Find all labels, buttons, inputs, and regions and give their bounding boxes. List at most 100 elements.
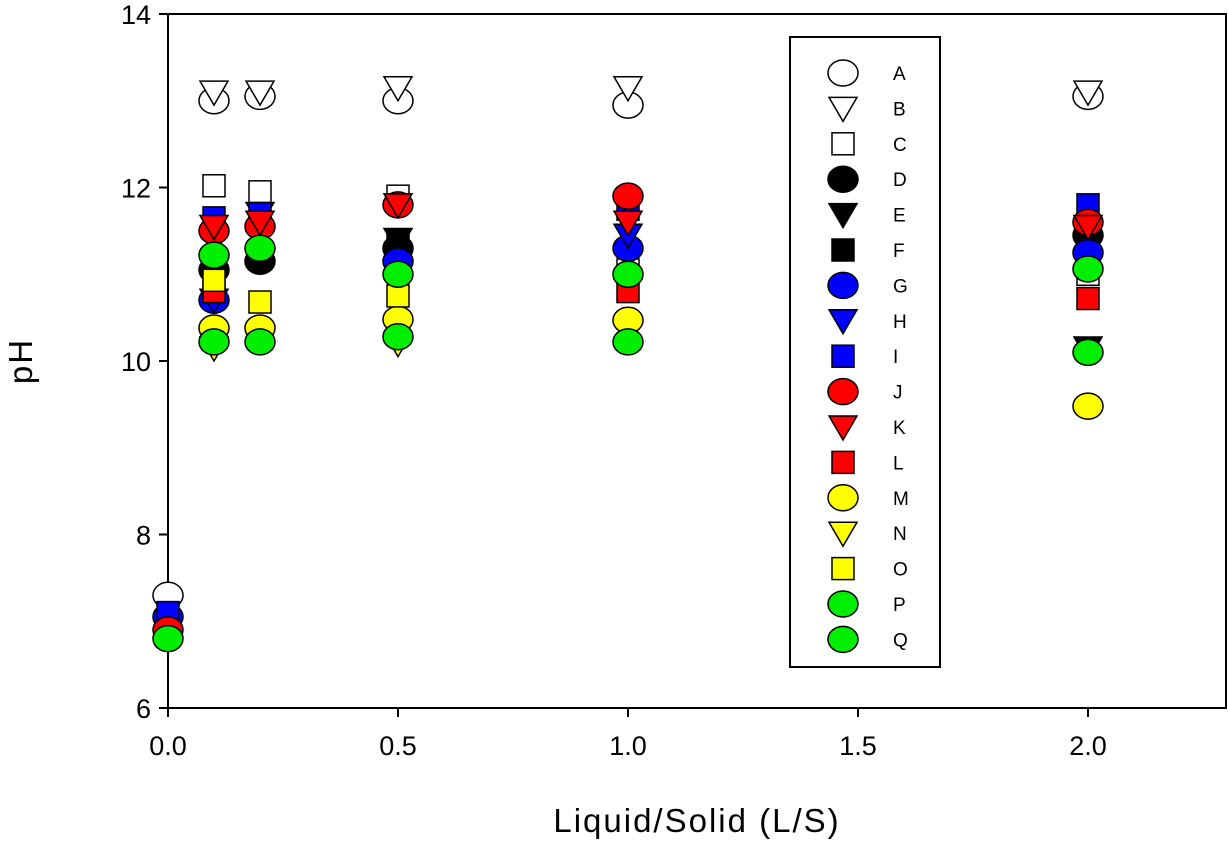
legend-label: H xyxy=(893,312,907,333)
legend-item-k: K xyxy=(827,415,906,442)
y-tick-label: 6 xyxy=(136,694,151,724)
data-point xyxy=(382,260,414,288)
legend-marker xyxy=(827,521,859,548)
x-tick-label: 1.5 xyxy=(839,731,877,761)
legend-label: A xyxy=(893,64,906,85)
series-b xyxy=(198,75,1104,107)
legend-item-h: H xyxy=(827,309,907,336)
legend-marker xyxy=(827,415,859,442)
data-point xyxy=(152,624,184,653)
series-o xyxy=(202,268,410,314)
data-point xyxy=(1072,338,1104,367)
legend-label: L xyxy=(893,453,904,474)
data-point xyxy=(198,214,230,242)
legend-label: F xyxy=(893,241,905,262)
legend-marker xyxy=(827,271,859,300)
legend-marker xyxy=(831,556,855,581)
legend-marker xyxy=(831,238,855,262)
legend-marker xyxy=(831,450,855,475)
legend-label: I xyxy=(893,347,898,368)
legend-item-p: P xyxy=(827,590,906,618)
data-point xyxy=(244,234,276,262)
data-points xyxy=(152,75,1104,653)
legend-marker xyxy=(827,165,859,193)
legend-label: G xyxy=(893,276,908,297)
legend-label: M xyxy=(893,489,909,510)
legend-marker xyxy=(827,484,859,512)
legend-label: Q xyxy=(893,630,908,651)
legend-label: J xyxy=(893,383,903,404)
legend-label: B xyxy=(893,99,906,120)
data-point xyxy=(1072,255,1104,283)
series-p xyxy=(152,234,1104,653)
plot-frame xyxy=(167,13,1227,709)
data-point xyxy=(202,174,226,198)
data-point xyxy=(198,80,230,107)
legend-marker xyxy=(827,590,859,618)
legend-item-d: D xyxy=(827,165,907,193)
x-tick-label: 2.0 xyxy=(1069,731,1107,761)
x-tick-label: 0.5 xyxy=(379,731,417,761)
legend-marker xyxy=(827,96,859,123)
data-point xyxy=(612,210,644,237)
data-point xyxy=(202,268,226,293)
legend-item-j: J xyxy=(827,377,903,406)
legend-item-c: C xyxy=(831,132,907,156)
data-point xyxy=(244,210,276,237)
data-point xyxy=(612,75,644,103)
legend-label: E xyxy=(893,206,906,227)
data-point xyxy=(244,328,276,356)
legend-marker xyxy=(831,132,855,156)
legend-item-m: M xyxy=(827,484,909,512)
x-tick-label: 1.0 xyxy=(609,731,647,761)
y-axis-title: pH xyxy=(2,338,39,384)
legend-item-o: O xyxy=(831,556,908,581)
data-point xyxy=(382,322,414,351)
data-point xyxy=(1076,286,1100,311)
legend-item-a: A xyxy=(827,59,906,87)
legend-label: N xyxy=(893,524,907,545)
data-point xyxy=(248,290,272,314)
legend-marker xyxy=(827,377,859,406)
y-tick-label: 14 xyxy=(121,0,151,30)
data-point xyxy=(612,182,644,210)
legend-item-e: E xyxy=(827,202,906,230)
y-axis: 6 8 10 12 14 xyxy=(121,0,168,724)
legend-item-b: B xyxy=(827,96,906,123)
data-point xyxy=(248,180,272,204)
legend-marker xyxy=(827,202,859,230)
series-q xyxy=(198,322,1104,367)
x-axis: 0.0 0.5 1.0 1.5 2.0 xyxy=(149,708,1107,761)
legend-marker xyxy=(827,59,859,87)
data-point xyxy=(1072,392,1104,420)
y-tick-label: 8 xyxy=(136,521,151,551)
legend-label: D xyxy=(893,170,907,191)
legend-label: C xyxy=(893,135,907,156)
x-tick-label: 0.0 xyxy=(149,731,187,761)
legend-item-n: N xyxy=(827,521,907,548)
legend-label: K xyxy=(893,418,906,439)
y-tick-label: 10 xyxy=(121,347,151,377)
data-point xyxy=(382,75,414,103)
legend-marker xyxy=(827,625,859,654)
legend-marker xyxy=(831,344,855,368)
data-point xyxy=(244,80,276,107)
y-tick-label: 12 xyxy=(121,174,151,204)
legend-item-f: F xyxy=(831,238,905,262)
legend-label: P xyxy=(893,595,906,616)
data-point xyxy=(1072,214,1104,242)
data-point xyxy=(198,241,230,269)
data-point xyxy=(1072,80,1104,107)
legend-label: O xyxy=(893,560,908,581)
series-k xyxy=(198,193,1104,242)
legend-item-q: Q xyxy=(827,625,908,654)
legend-box xyxy=(789,36,941,668)
data-point xyxy=(198,328,230,356)
x-axis-title: Liquid/Solid (L/S) xyxy=(553,802,840,839)
data-point xyxy=(612,328,644,356)
legend-item-g: G xyxy=(827,271,908,300)
legend-item-i: I xyxy=(831,344,898,368)
legend-item-l: L xyxy=(831,450,904,475)
